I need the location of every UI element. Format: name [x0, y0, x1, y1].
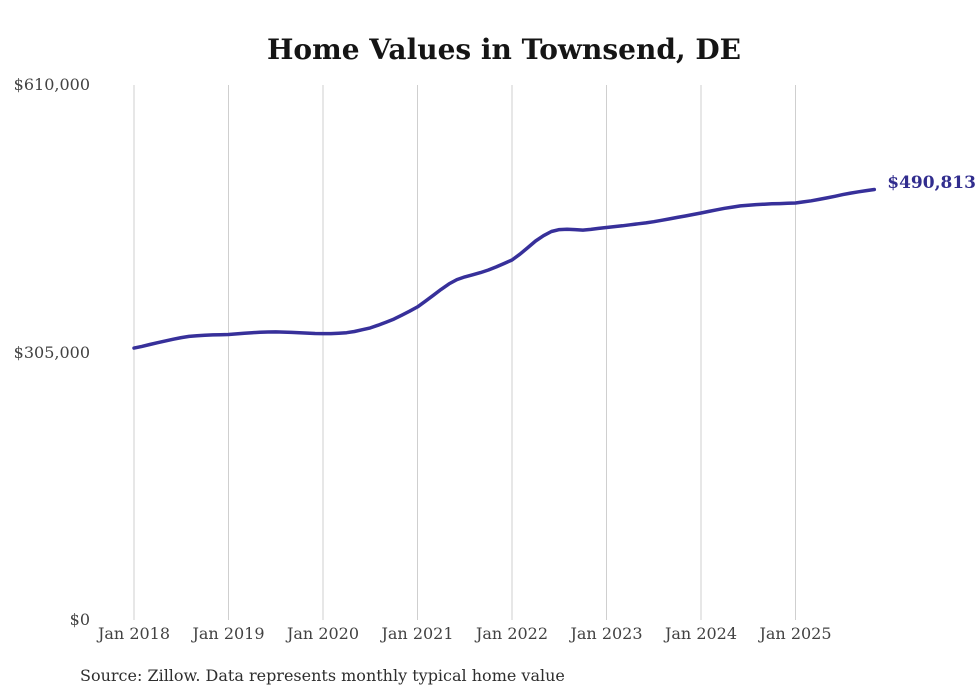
x-axis-label: Jan 2025 — [759, 624, 832, 643]
x-axis-label: Jan 2021 — [381, 624, 454, 643]
x-axis-label: Jan 2020 — [286, 624, 360, 643]
x-axis-label: Jan 2019 — [192, 624, 265, 643]
x-axis-label: Jan 2024 — [664, 624, 738, 643]
value-line — [132, 187, 877, 350]
y-axis-label: $610,000 — [13, 75, 90, 94]
y-axis-label: $0 — [69, 610, 90, 629]
y-axis-label: $305,000 — [13, 342, 90, 362]
chart-title: Home Values in Townsend, DE — [266, 33, 742, 66]
source-note: Source: Zillow. Data represents monthly … — [80, 666, 565, 685]
x-axis: Jan 2018 Jan 2019 Jan 2020 Jan 2021 Jan 2022… — [0, 624, 980, 646]
gridlines — [133, 85, 796, 620]
latest-value-label: $490,813 — [887, 172, 976, 193]
x-axis-label: Jan 2022 — [475, 624, 549, 643]
x-axis-label: Jan 2018 — [97, 624, 171, 643]
x-axis-label: Jan 2023 — [570, 624, 643, 643]
